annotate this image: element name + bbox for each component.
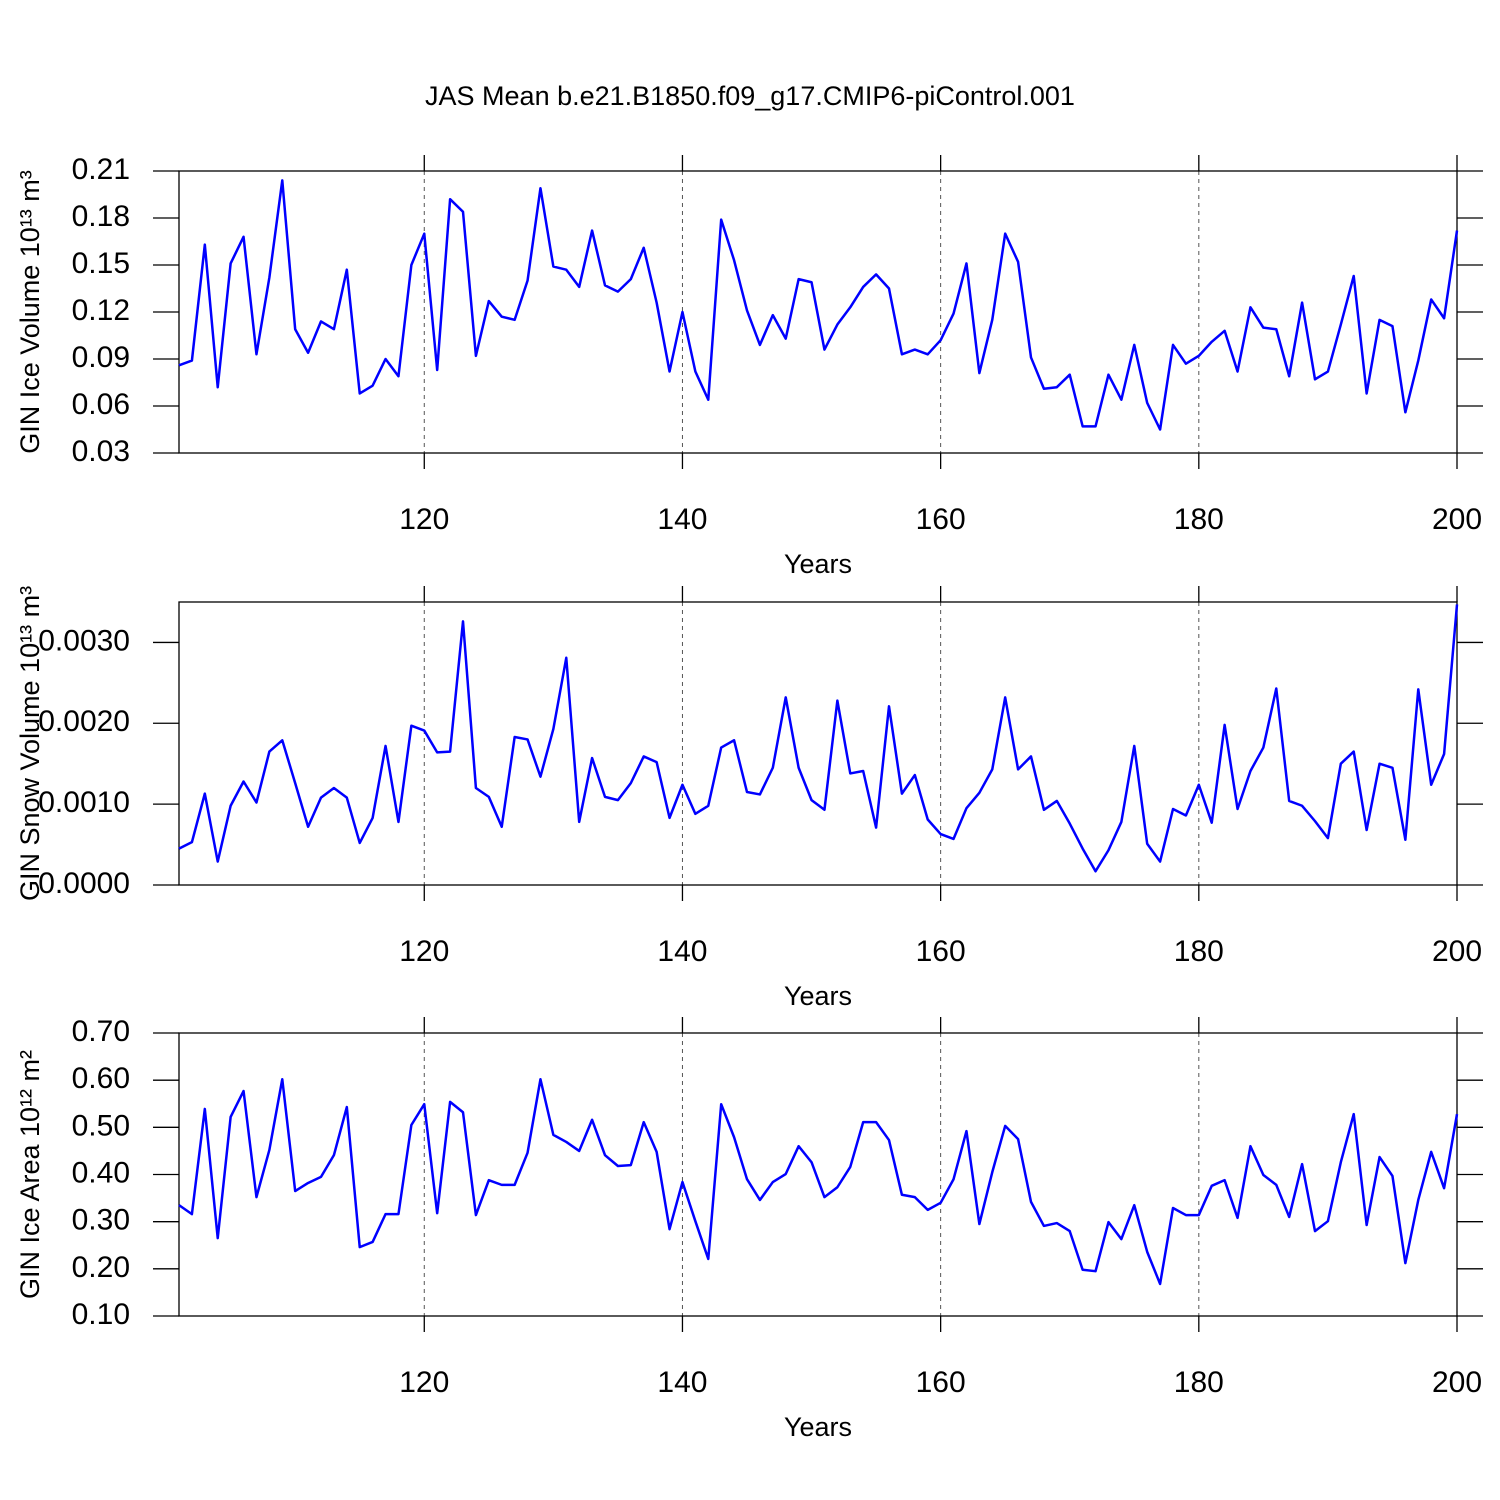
x-tick-label: 140 xyxy=(657,935,707,968)
y-tick-label: 0.10 xyxy=(72,1298,130,1331)
x-axis-label: Years xyxy=(784,1412,852,1442)
x-tick-label: 180 xyxy=(1174,935,1224,968)
y-tick-label: 0.40 xyxy=(72,1156,130,1189)
y-axis-label: GIN Ice Volume 10¹³ m³ xyxy=(15,170,45,454)
x-tick-label: 160 xyxy=(916,935,966,968)
x-tick-label: 200 xyxy=(1432,503,1482,536)
data-line xyxy=(178,179,1459,431)
y-tick-label: 0.0000 xyxy=(38,867,130,900)
y-tick-label: 0.30 xyxy=(72,1204,130,1237)
y-tick-label: 0.12 xyxy=(72,294,130,327)
data-line xyxy=(178,604,1459,873)
y-axis-label-clip: GIN Snow Volume 10¹³ m³ xyxy=(15,586,45,901)
y-tick-label: 0.03 xyxy=(72,435,130,468)
x-tick-label: 200 xyxy=(1432,935,1482,968)
x-tick-label: 180 xyxy=(1174,503,1224,536)
y-axis-label: GIN Snow Volume 10¹³ m³ xyxy=(15,586,45,901)
y-tick-label: 0.18 xyxy=(72,200,130,233)
data-line xyxy=(178,1077,1459,1286)
plot-frame xyxy=(178,170,1458,454)
x-tick-label: 200 xyxy=(1432,1366,1482,1399)
y-tick-label: 0.50 xyxy=(72,1109,130,1142)
x-tick-label: 160 xyxy=(916,503,966,536)
x-tick-label: 140 xyxy=(657,503,707,536)
x-tick-label: 120 xyxy=(399,935,449,968)
y-tick-label: 0.60 xyxy=(72,1062,130,1095)
y-tick-label: 0.06 xyxy=(72,388,130,421)
plot-frame xyxy=(178,1032,1458,1317)
y-tick-label: 0.70 xyxy=(72,1015,130,1048)
x-tick-label: 120 xyxy=(399,503,449,536)
y-tick-label: 0.09 xyxy=(72,341,130,374)
x-tick-label: 160 xyxy=(916,1366,966,1399)
y-tick-label: 0.15 xyxy=(72,247,130,280)
chart-title: JAS Mean b.e21.B1850.f09_g17.CMIP6-piCon… xyxy=(425,81,1075,111)
y-tick-label: 0.0020 xyxy=(38,705,130,738)
x-axis-label: Years xyxy=(784,549,852,579)
y-axis-label: GIN Ice Area 10¹² m² xyxy=(15,1050,45,1299)
x-tick-label: 180 xyxy=(1174,1366,1224,1399)
y-tick-label: 0.20 xyxy=(72,1251,130,1284)
x-axis-label: Years xyxy=(784,981,852,1011)
x-tick-label: 120 xyxy=(399,1366,449,1399)
x-tick-label: 140 xyxy=(657,1366,707,1399)
plot-frame xyxy=(178,601,1458,886)
y-tick-label: 0.0010 xyxy=(38,786,130,819)
y-tick-label: 0.0030 xyxy=(38,624,130,657)
y-tick-label: 0.21 xyxy=(72,153,130,186)
